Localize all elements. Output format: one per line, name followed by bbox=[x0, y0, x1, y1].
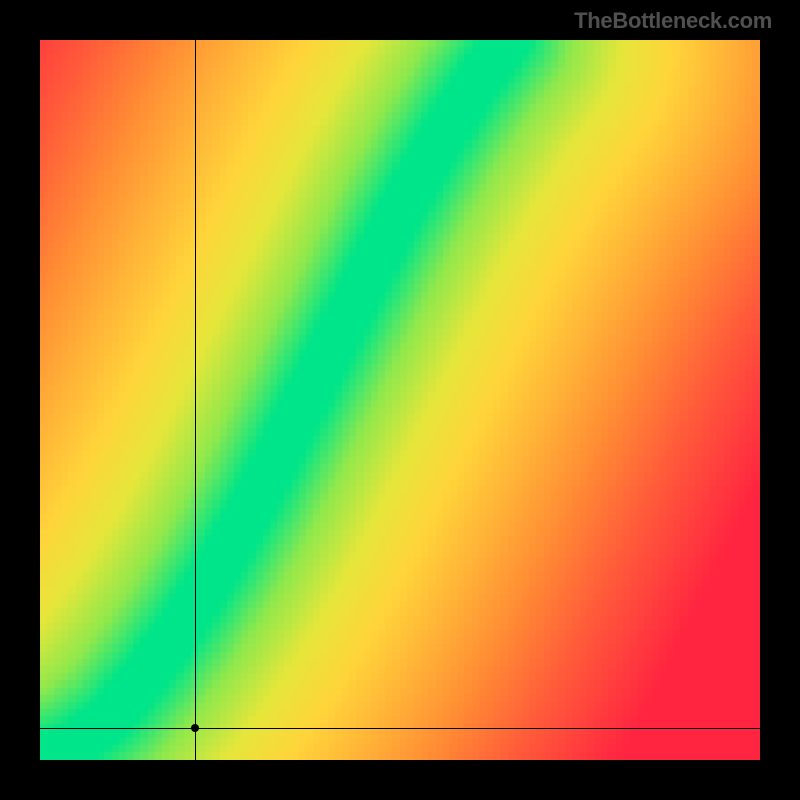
selection-marker bbox=[191, 724, 199, 732]
crosshair-vertical bbox=[195, 40, 196, 760]
crosshair-horizontal bbox=[40, 728, 760, 729]
heatmap-canvas bbox=[40, 40, 760, 760]
watermark-text: TheBottleneck.com bbox=[574, 8, 772, 34]
heatmap-plot bbox=[40, 40, 760, 760]
